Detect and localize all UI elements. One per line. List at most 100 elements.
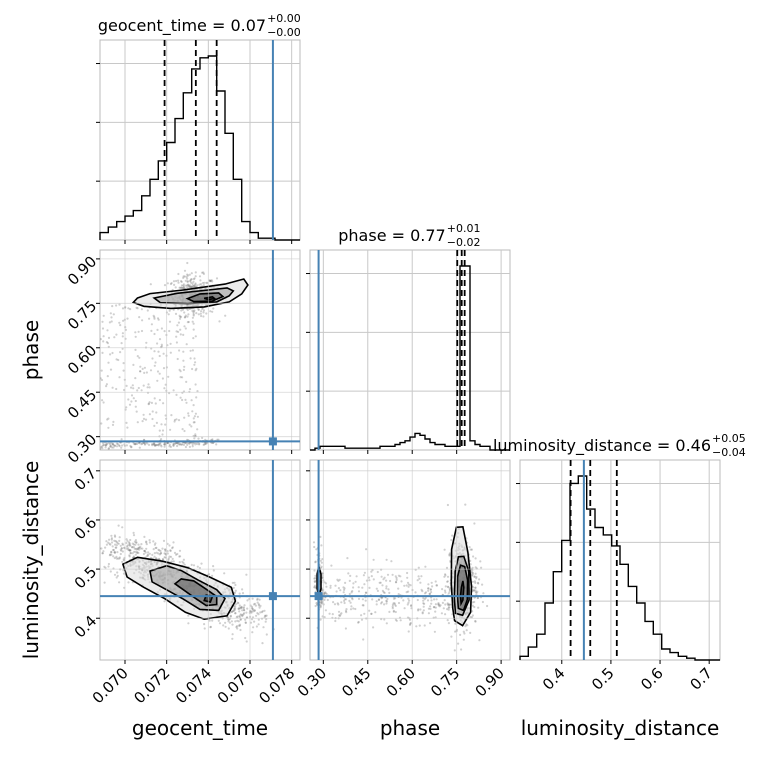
sample-point — [171, 547, 174, 550]
sample-point — [174, 286, 177, 289]
sample-point — [179, 443, 182, 446]
sample-point — [168, 544, 171, 547]
sample-point — [387, 588, 390, 591]
sample-point — [125, 538, 128, 541]
sample-point — [417, 609, 420, 612]
sample-point — [189, 280, 192, 283]
sample-point — [174, 442, 177, 445]
sample-point — [134, 442, 137, 446]
sample-point — [208, 279, 211, 282]
x-tick-label: 0.078 — [255, 664, 298, 707]
truth-marker — [268, 592, 277, 601]
sample-point — [158, 354, 161, 358]
sample-point — [343, 601, 346, 605]
sample-point — [188, 442, 191, 445]
sample-point — [112, 313, 115, 316]
sample-point — [131, 552, 134, 555]
sample-point — [154, 557, 158, 560]
sample-point — [466, 624, 469, 627]
sample-point — [101, 447, 104, 450]
sample-point — [474, 590, 477, 594]
sample-point — [253, 620, 256, 623]
sample-point — [392, 609, 395, 613]
sample-point — [224, 621, 227, 624]
sample-point — [186, 438, 189, 441]
sample-point — [186, 308, 189, 312]
sample-point — [183, 429, 186, 433]
sample-point — [163, 552, 166, 555]
sample-point — [434, 606, 437, 609]
sample-point — [148, 552, 151, 555]
sample-point — [121, 560, 124, 564]
sample-point — [245, 573, 248, 576]
sample-point — [188, 286, 192, 289]
sample-point — [196, 428, 199, 431]
sample-point — [192, 417, 195, 420]
sample-point — [324, 582, 328, 585]
sample-point — [144, 418, 148, 421]
sample-point — [145, 540, 148, 543]
sample-point — [244, 621, 247, 625]
sample-point — [121, 444, 124, 447]
sample-point — [339, 613, 342, 616]
sample-point — [181, 443, 184, 446]
sample-point — [194, 282, 197, 285]
sample-point — [193, 437, 196, 440]
sample-point — [236, 627, 239, 630]
sample-point — [262, 626, 265, 629]
sample-point — [175, 418, 178, 421]
sample-point — [258, 598, 261, 601]
sample-point — [212, 565, 215, 568]
sample-point — [114, 535, 117, 538]
sample-point — [156, 370, 160, 373]
sample-point — [448, 552, 451, 555]
sample-point — [444, 585, 447, 588]
sample-point — [378, 581, 381, 584]
sample-point — [386, 573, 390, 576]
sample-point — [192, 314, 195, 317]
sample-point — [134, 442, 137, 446]
sample-point — [374, 611, 377, 614]
sample-point — [163, 445, 166, 448]
sample-point — [393, 602, 396, 605]
sample-point — [187, 622, 190, 625]
sample-point — [144, 551, 147, 554]
sample-point — [201, 271, 204, 274]
sample-point — [185, 380, 188, 383]
sample-point — [111, 423, 115, 426]
sample-point — [162, 367, 166, 370]
sample-point — [181, 560, 184, 563]
sample-point — [190, 399, 193, 402]
sample-point — [109, 444, 112, 447]
sample-point — [134, 399, 137, 403]
sample-point — [160, 327, 163, 330]
sample-point — [149, 369, 153, 372]
sample-point — [157, 350, 160, 353]
sample-point — [182, 443, 185, 446]
sample-point — [176, 357, 179, 361]
sample-point — [372, 578, 375, 581]
sample-point — [460, 648, 463, 651]
sample-point — [255, 614, 258, 617]
sample-point — [115, 544, 118, 547]
sample-point — [399, 619, 402, 622]
sample-point — [464, 625, 467, 628]
sample-point — [239, 607, 242, 610]
panel-inner — [100, 250, 300, 450]
sample-point — [446, 575, 450, 578]
sample-point — [182, 350, 185, 353]
sample-point — [432, 606, 436, 609]
sample-point — [320, 544, 323, 547]
sample-point — [153, 350, 156, 353]
sample-point — [169, 282, 172, 286]
sample-point — [365, 591, 368, 594]
x-tick-label: 0.6 — [637, 664, 667, 694]
sample-point — [172, 389, 175, 392]
sample-point — [128, 554, 131, 557]
sample-point — [121, 335, 124, 338]
panel-frame — [99, 459, 301, 661]
sample-point — [163, 600, 166, 603]
sample-point — [224, 314, 227, 317]
histogram-luminosity_distance — [519, 475, 720, 661]
sample-point — [331, 613, 334, 616]
